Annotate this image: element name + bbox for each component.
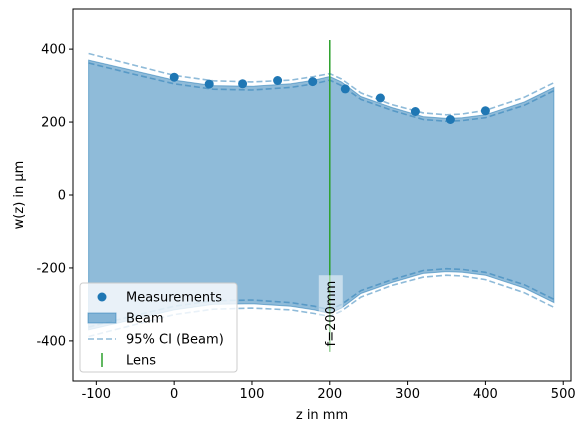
legend-marker-beam [87,312,117,324]
legend-label-lens: Lens [126,354,156,369]
y-tick-label: -200 [36,261,66,276]
ci-upper-top-line [88,52,555,116]
ci-lower-top-line [88,62,555,123]
plot-content: f=200mm [88,40,555,356]
y-axis-label: w(z) in µm [12,161,27,230]
x-axis-label: z in mm [296,408,348,423]
lens-label-box [318,275,343,356]
measurement-point [340,84,350,94]
beam-area [88,59,555,331]
legend: Measurements Beam 95% CI (Beam) Lens [79,282,238,373]
measurement-point [273,76,283,85]
measurement-point [238,79,248,89]
x-tick-label: 100 [240,387,265,402]
measurement-point [308,77,318,87]
legend-label-ci: 95% CI (Beam) [126,333,224,348]
measurement-point [410,107,420,116]
y-tick-label: 400 [41,43,66,58]
x-tick-label: -100 [82,387,112,402]
x-tick-label: 200 [317,387,342,402]
legend-marker-measurements [97,292,107,302]
x-tick-label: 300 [395,387,420,402]
lens-label: f=200mm [324,281,339,347]
measurement-point [375,93,385,103]
x-tick-label: 500 [551,387,576,402]
measurement-point [480,106,490,116]
y-tick-label: -400 [36,334,66,349]
y-tick-label: 200 [41,116,66,131]
measurement-point [204,79,214,89]
x-tick-label: 0 [170,387,178,402]
y-tick-label: 0 [58,189,66,204]
measurement-point [445,115,455,124]
measurement-point [169,72,179,82]
x-tick-label: 400 [473,387,498,402]
legend-label-measurements: Measurements [126,291,222,306]
legend-box [79,282,238,373]
legend-label-beam: Beam [126,312,164,327]
axis-ticks: -100 0 100 200 300 400 500 -400 -200 0 200 400 [36,43,575,402]
